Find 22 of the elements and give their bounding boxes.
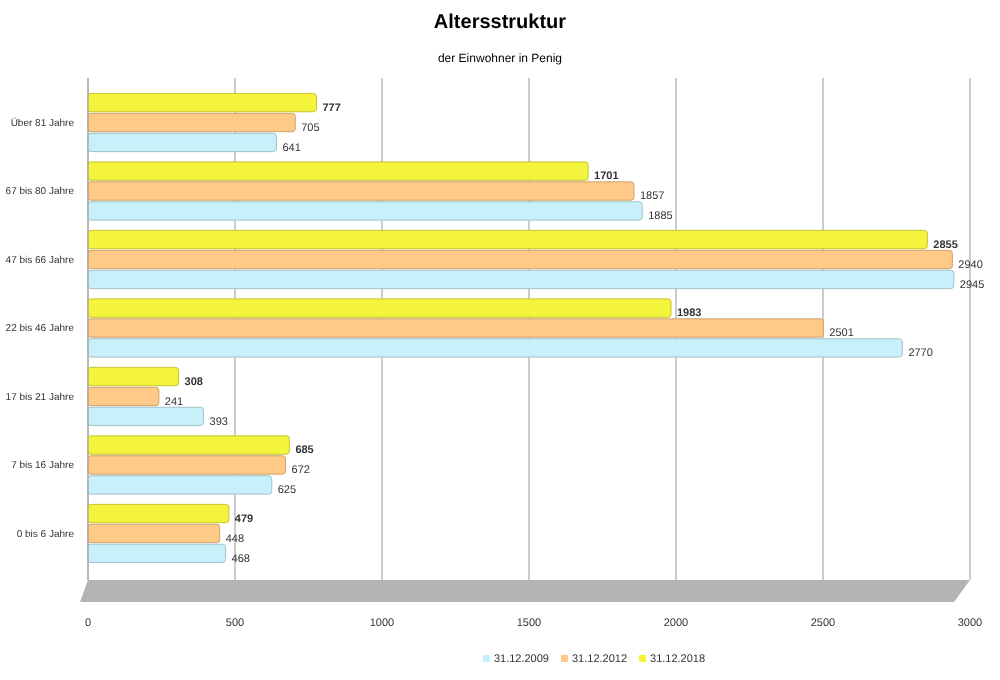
- bar: [87, 455, 287, 475]
- bar: [87, 435, 290, 455]
- bar: [87, 132, 277, 153]
- bar: [87, 406, 205, 427]
- bar: [87, 201, 643, 221]
- bar: [87, 249, 953, 270]
- bar: [87, 366, 180, 387]
- bar: [87, 543, 227, 564]
- bar: [87, 503, 230, 524]
- bar: [87, 386, 160, 407]
- bar: [87, 92, 317, 113]
- bar: [87, 318, 824, 338]
- bar: [87, 523, 221, 544]
- bar: [87, 161, 589, 181]
- bar: [87, 298, 672, 318]
- bar: [87, 181, 635, 201]
- bar: [87, 475, 273, 495]
- bar: [87, 338, 903, 358]
- bar: [87, 269, 955, 290]
- bar: [87, 112, 296, 133]
- bar: [87, 229, 928, 250]
- chart-title: Altersstruktur: [433, 12, 567, 34]
